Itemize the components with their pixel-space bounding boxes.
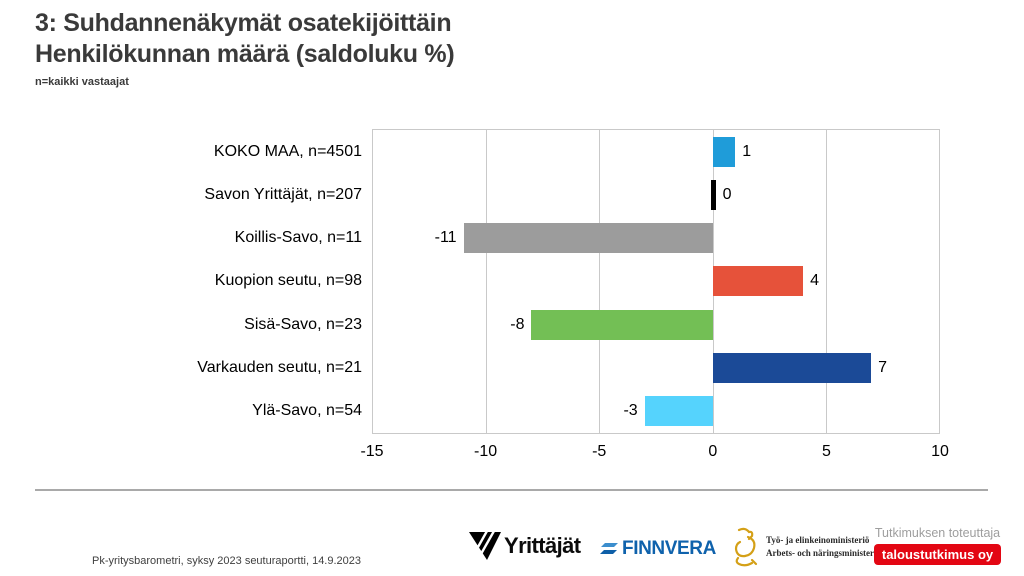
bar-value-label: 1: [742, 142, 752, 160]
bar-row: -8: [373, 303, 939, 346]
page-subtitle: n=kaikki vastaajat: [35, 76, 129, 88]
yrittajat-wordmark: Yrittäjät: [504, 533, 581, 558]
bar-value-label: 7: [878, 359, 887, 377]
category-label: Sisä-Savo, n=23: [244, 315, 362, 333]
bar-row: -11: [373, 217, 939, 260]
gridline: [599, 130, 601, 433]
bar-value-label: 4: [810, 272, 820, 290]
category-label: Savon Yrittäjät, n=207: [204, 185, 362, 203]
page-title-line2: Henkilökunnan määrä (saldoluku %): [35, 40, 455, 68]
finnvera-wordmark: FINNVERA: [622, 538, 716, 559]
bar: [712, 266, 804, 297]
ministry-name-fi: Työ- ja elinkeinoministeriö: [766, 535, 870, 546]
ministry-name: Työ- ja elinkeinoministeriö Arbets- och …: [766, 534, 883, 559]
bar: [712, 353, 872, 384]
page-title: 3: Suhdannenäkymät osatekijöittäin Henki…: [35, 8, 455, 70]
finnvera-equals-icon: [600, 542, 618, 554]
category-label: Ylä-Savo, n=54: [252, 402, 362, 420]
bar-row: 0: [373, 173, 939, 216]
x-tick-label: -5: [592, 443, 607, 460]
yrittajat-logo: Yrittäjät: [469, 529, 581, 563]
x-axis: -15 -10 -5 0 5 10: [360, 443, 948, 463]
bar: [712, 136, 736, 167]
x-tick-label: 10: [931, 443, 949, 460]
footer-divider: [35, 489, 988, 491]
gridline: [486, 130, 488, 433]
plot-area: 1 0 -11 4 -8 7 -3: [372, 129, 940, 434]
bar: [531, 309, 713, 340]
ministry-lion-icon: [734, 527, 758, 567]
bar-value-label: -3: [623, 402, 638, 420]
category-label: Varkauden seutu, n=21: [197, 359, 362, 377]
category-label: Koillis-Savo, n=11: [234, 229, 362, 247]
bar-value-label: 0: [722, 185, 732, 203]
page-title-line1: 3: Suhdannenäkymät osatekijöittäin: [35, 9, 452, 37]
bar-chart: KOKO MAA, n=4501 Savon Yrittäjät, n=207 Ko…: [30, 129, 940, 434]
yrittajat-triangle-icon: [469, 531, 501, 560]
bar: [463, 223, 713, 254]
finnvera-logo: FINNVERA: [600, 538, 716, 560]
category-label: KOKO MAA, n=4501: [213, 142, 362, 160]
research-provider-label: Tutkimuksen toteuttaja: [874, 526, 1001, 540]
bar-row: 4: [373, 260, 939, 303]
bar-value-label: -11: [434, 229, 457, 247]
bar-row: 7: [373, 346, 939, 389]
taloustutkimus-badge: taloustutkimus oy: [874, 544, 1001, 565]
bar: [710, 179, 716, 210]
category-labels: KOKO MAA, n=4501 Savon Yrittäjät, n=207 Ko…: [30, 129, 372, 434]
x-tick-label: -10: [474, 443, 498, 460]
x-tick-label: 0: [708, 443, 718, 460]
bar-row: -3: [373, 390, 939, 433]
category-label: Kuopion seutu, n=98: [214, 272, 362, 290]
ministry-logo: Työ- ja elinkeinoministeriö Arbets- och …: [731, 526, 883, 568]
bar-value-label: -8: [510, 315, 525, 333]
taloustutkimus-logo: Tutkimuksen toteuttaja taloustutkimus oy: [871, 526, 1004, 565]
x-tick-label: 5: [821, 443, 831, 460]
gridline: [825, 130, 827, 433]
x-tick-label: -15: [360, 443, 384, 460]
bar-row: 1: [373, 130, 939, 173]
bar: [644, 396, 713, 427]
plot-rows: 1 0 -11 4 -8 7 -3: [373, 130, 939, 433]
ministry-name-sv: Arbets- och näringsministeriet: [766, 548, 884, 558]
footer-source-text: Pk-yritysbarometri, syksy 2023 seuturapo…: [92, 555, 362, 567]
